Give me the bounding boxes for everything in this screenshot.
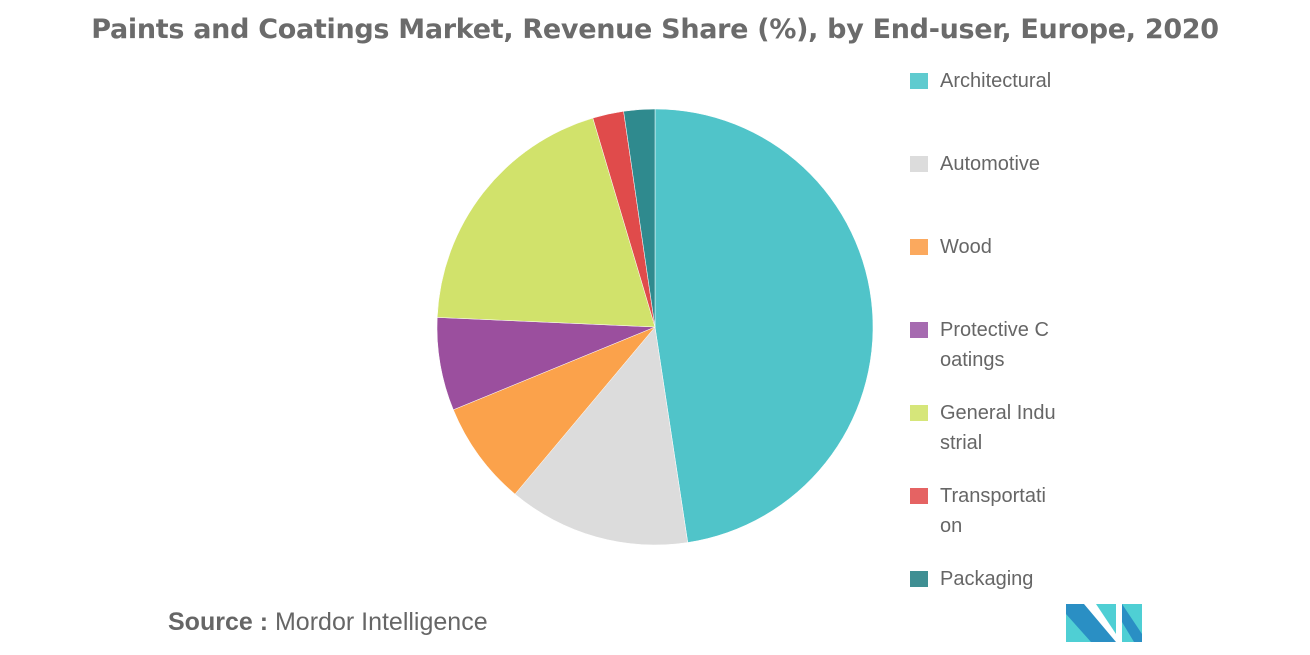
pie-slice-architectural — [654, 108, 874, 543]
legend-swatch — [910, 322, 928, 338]
mordor-intelligence-logo-icon — [1066, 604, 1142, 642]
legend-label: Protective Coatings — [940, 319, 1049, 371]
legend-label: Architectural — [940, 70, 1052, 92]
source-note: Source : Mordor Intelligence — [168, 608, 488, 637]
legend-label: Transportation — [940, 485, 1046, 537]
legend-label: Packaging — [940, 568, 1034, 590]
legend-swatch — [910, 156, 928, 172]
legend-swatch — [910, 73, 928, 89]
chart-title: Paints and Coatings Market, Revenue Shar… — [91, 14, 1219, 45]
pie-slice-automotive — [514, 326, 689, 546]
legend-swatch — [910, 571, 928, 587]
pie-slice-general-industrial — [436, 117, 656, 328]
pie-slice-wood — [453, 326, 656, 495]
pie-slice-packaging — [623, 108, 656, 328]
legend-label: Automotive — [940, 153, 1041, 175]
legend-label: General Industrial — [940, 402, 1056, 454]
legend-swatch — [910, 239, 928, 255]
source-label: Source : — [168, 608, 269, 636]
legend-swatch — [910, 405, 928, 421]
legend-swatch — [910, 488, 928, 504]
source-value: Mordor Intelligence — [274, 608, 488, 636]
legend-label: Wood — [940, 236, 992, 258]
